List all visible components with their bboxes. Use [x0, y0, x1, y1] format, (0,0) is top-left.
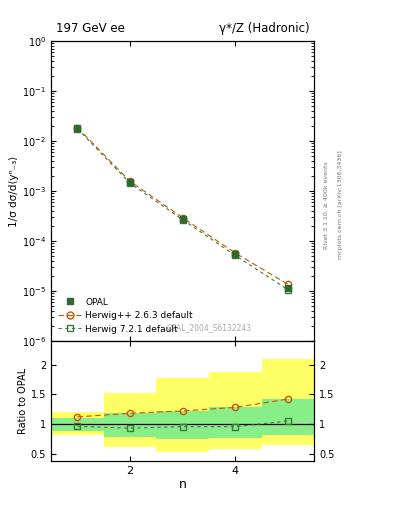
Bar — [104, 413, 156, 437]
Bar — [104, 393, 156, 446]
Text: mcplots.cern.ch [arXiv:1306.3436]: mcplots.cern.ch [arXiv:1306.3436] — [338, 151, 343, 259]
Text: OPAL_2004_S6132243: OPAL_2004_S6132243 — [167, 323, 252, 332]
Text: Rivet 3.1.10, ≥ 400k events: Rivet 3.1.10, ≥ 400k events — [324, 161, 329, 249]
Bar — [156, 411, 209, 439]
Legend: OPAL, Herwig++ 2.6.3 default, Herwig 7.2.1 default: OPAL, Herwig++ 2.6.3 default, Herwig 7.2… — [55, 295, 196, 336]
Y-axis label: Ratio to OPAL: Ratio to OPAL — [18, 368, 28, 434]
Bar — [51, 418, 104, 431]
Bar — [262, 359, 314, 445]
Bar — [209, 372, 262, 449]
Bar — [51, 412, 104, 435]
Bar — [156, 378, 209, 453]
Bar — [262, 399, 314, 435]
Text: 197 GeV ee: 197 GeV ee — [56, 22, 125, 35]
Y-axis label: 1/σ dσ/d⟨yⁿ₋₃⟩: 1/σ dσ/d⟨yⁿ₋₃⟩ — [9, 155, 19, 226]
Text: γ*/Z (Hadronic): γ*/Z (Hadronic) — [219, 22, 309, 35]
X-axis label: n: n — [179, 478, 187, 492]
Bar — [209, 408, 262, 438]
